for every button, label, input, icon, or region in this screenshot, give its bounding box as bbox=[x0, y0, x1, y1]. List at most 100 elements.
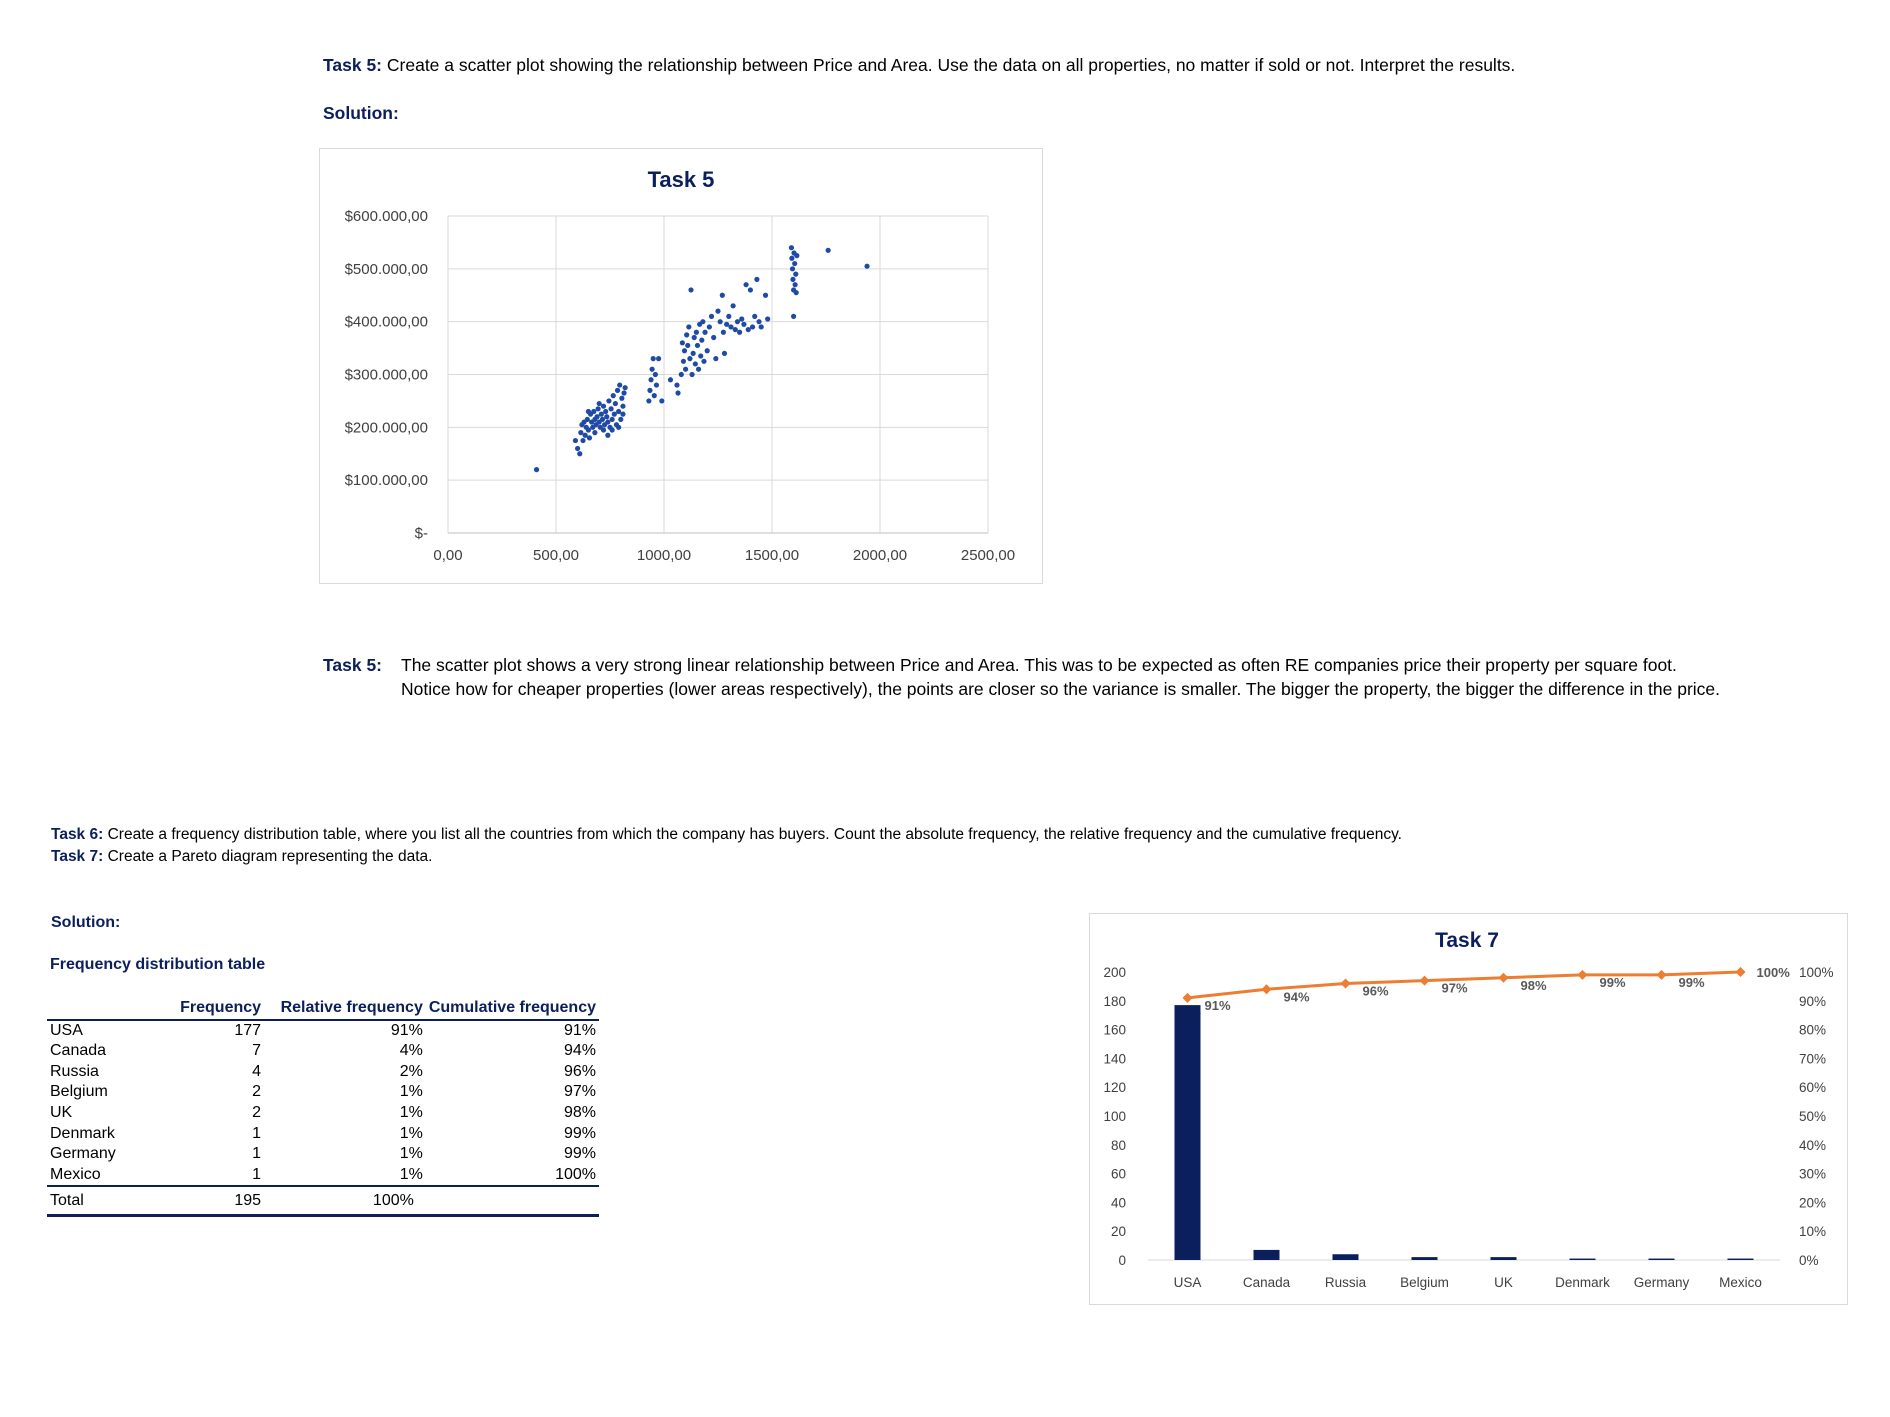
task7-label: Task 7: bbox=[51, 848, 104, 865]
scatter-point bbox=[617, 382, 623, 388]
pareto-y2-tick-label: 20% bbox=[1799, 1195, 1826, 1210]
freq-cell-relative: 1% bbox=[399, 1124, 423, 1142]
freq-cell-frequency: 1 bbox=[252, 1165, 262, 1183]
freq-cell-country: Belgium bbox=[50, 1083, 108, 1101]
scatter-point bbox=[790, 276, 796, 282]
pareto-data-label: 97% bbox=[1441, 981, 1467, 996]
scatter-point bbox=[585, 427, 591, 433]
scatter-point bbox=[678, 371, 684, 378]
scatter-point bbox=[533, 467, 540, 473]
scatter-point bbox=[650, 356, 656, 362]
scatter-point bbox=[734, 319, 741, 325]
scatter-point bbox=[717, 319, 723, 325]
scatter-point bbox=[679, 340, 685, 346]
scatter-point bbox=[674, 382, 680, 388]
scatter-point bbox=[610, 393, 616, 399]
scatter-point bbox=[612, 400, 618, 407]
task7-text: Create a Pareto diagram representing the… bbox=[107, 848, 433, 865]
scatter-point bbox=[726, 313, 732, 319]
pareto-y2-tick-label: 80% bbox=[1799, 1023, 1826, 1038]
freq-cell-frequency: 1 bbox=[252, 1145, 262, 1163]
pareto-y-tick-label: 180 bbox=[1103, 994, 1126, 1009]
scatter-point bbox=[711, 334, 717, 341]
scatter-point bbox=[688, 287, 694, 293]
scatter-point bbox=[749, 324, 756, 330]
freq-cell-relative: 1% bbox=[399, 1145, 423, 1163]
freq-cell-country: UK bbox=[50, 1103, 73, 1121]
freq-cell-country: Russia bbox=[50, 1062, 99, 1080]
pareto-bar bbox=[1569, 1258, 1596, 1260]
scatter-y-tick-label: $400.000,00 bbox=[345, 314, 428, 331]
pareto-bar bbox=[1174, 1005, 1201, 1260]
freq-cell-country: USA bbox=[50, 1021, 83, 1039]
pareto-line-marker bbox=[1182, 992, 1193, 1003]
scatter-point bbox=[605, 419, 611, 425]
freq-cell-cumulative: 100% bbox=[555, 1165, 596, 1183]
pareto-line-marker bbox=[1261, 984, 1272, 995]
scatter-point bbox=[739, 316, 745, 322]
scatter-point bbox=[754, 276, 760, 282]
scatter-point bbox=[719, 292, 725, 298]
scatter-point bbox=[728, 324, 734, 330]
scatter-point bbox=[691, 334, 697, 341]
pareto-bar bbox=[1411, 1257, 1438, 1260]
pareto-line-marker bbox=[1577, 969, 1588, 980]
scatter-point bbox=[604, 414, 610, 420]
scatter-point bbox=[620, 403, 626, 409]
scatter-point bbox=[791, 313, 797, 319]
task5-interp-line2: Notice how for cheaper properties (lower… bbox=[401, 679, 1721, 699]
freq-total-relative: 100% bbox=[372, 1191, 414, 1209]
pareto-data-label: 98% bbox=[1520, 978, 1546, 993]
pareto-bar bbox=[1490, 1257, 1517, 1260]
scatter-point bbox=[651, 393, 657, 399]
freq-header-relative: Relative frequency bbox=[280, 999, 423, 1016]
table-row: Russia 4 2% 96% bbox=[47, 1062, 599, 1083]
scatter-x-tick-label: 2000,00 bbox=[853, 547, 907, 564]
scatter-point bbox=[752, 313, 758, 319]
scatter-chart: Task 5 $- $100.000,00 $200.000,00 $300.000,0… bbox=[345, 167, 1016, 564]
scatter-point bbox=[701, 358, 707, 364]
freq-cell-relative: 1% bbox=[399, 1083, 423, 1101]
pareto-data-label: 99% bbox=[1599, 975, 1625, 990]
freq-table-wrapper: Frequency Relative frequency Cumulative … bbox=[47, 998, 599, 1217]
pareto-y-tick-label: 140 bbox=[1103, 1051, 1126, 1066]
scatter-point bbox=[720, 329, 726, 335]
freq-cell-country: Canada bbox=[50, 1042, 107, 1060]
freq-total-row: Total 195 100% bbox=[47, 1186, 599, 1216]
scatter-point bbox=[622, 385, 628, 391]
scatter-x-tick-label: 0,00 bbox=[433, 547, 462, 564]
scatter-point bbox=[704, 348, 710, 354]
pareto-y2-tick-label: 40% bbox=[1799, 1138, 1826, 1153]
scatter-point bbox=[789, 266, 796, 272]
scatter-point bbox=[605, 432, 611, 438]
scatter-x-tick-label: 500,00 bbox=[533, 547, 579, 564]
table-row: Canada 7 4% 94% bbox=[47, 1041, 599, 1062]
freq-cell-frequency: 2 bbox=[252, 1103, 262, 1121]
scatter-point bbox=[592, 430, 598, 436]
pareto-y2-tick-label: 60% bbox=[1799, 1080, 1826, 1095]
scatter-point bbox=[756, 319, 762, 325]
freq-header-cumulative: Cumulative frequency bbox=[428, 999, 596, 1016]
freq-cell-cumulative: 99% bbox=[563, 1145, 596, 1163]
scatter-point bbox=[595, 406, 601, 412]
scatter-point bbox=[596, 400, 602, 407]
freq-cell-cumulative: 99% bbox=[563, 1124, 596, 1142]
pareto-x-tick-label: Russia bbox=[1325, 1275, 1367, 1290]
freq-cell-country: Mexico bbox=[50, 1165, 101, 1183]
pareto-bar bbox=[1253, 1249, 1280, 1260]
task5-text: Create a scatter plot showing the relati… bbox=[386, 55, 1516, 75]
scatter-point bbox=[792, 282, 798, 288]
scatter-point bbox=[788, 245, 795, 251]
scatter-point bbox=[789, 255, 795, 261]
scatter-x-tick-label: 2500,00 bbox=[961, 547, 1015, 564]
scatter-point bbox=[585, 408, 591, 415]
scatter-point bbox=[577, 451, 583, 457]
table-row: Germany 1 1% 99% bbox=[47, 1144, 599, 1165]
scatter-point bbox=[864, 263, 870, 269]
pareto-y-tick-label: 20 bbox=[1111, 1224, 1126, 1239]
freq-cell-frequency: 7 bbox=[252, 1042, 262, 1060]
task6-label: Task 6: bbox=[51, 826, 104, 843]
task5-statement: Task 5: Create a scatter plot showing th… bbox=[323, 55, 1515, 76]
table-row: Belgium 2 1% 97% bbox=[47, 1082, 599, 1103]
scatter-point bbox=[708, 313, 715, 319]
